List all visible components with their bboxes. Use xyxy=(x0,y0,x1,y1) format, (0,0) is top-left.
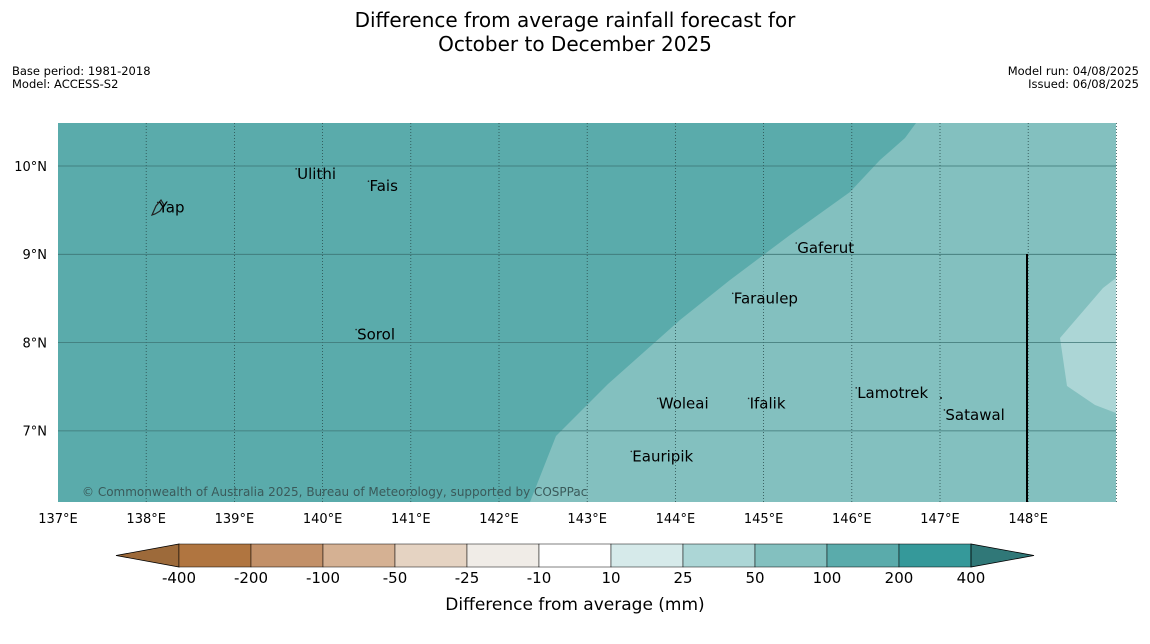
anomaly-region-25-50 xyxy=(1060,278,1116,413)
model-text: Model: ACCESS-S2 xyxy=(12,77,119,91)
place-dot xyxy=(355,328,357,331)
map-area: Ulithi Fais Yap Gaferut Faraulep Sorol Lamotre… xyxy=(58,123,1117,502)
place-label: Yap xyxy=(158,198,185,216)
colorbar xyxy=(115,543,1035,568)
place-dot xyxy=(295,168,297,170)
lon-tick-label: 143°E xyxy=(567,512,607,527)
title-line-1: Difference from average rainfall forecas… xyxy=(354,8,796,32)
place-label: Faraulep xyxy=(734,289,798,307)
colorbar-tick-label: -400 xyxy=(162,569,196,587)
colorbar-tick-label: 400 xyxy=(957,569,986,587)
copyright-text: © Commonwealth of Australia 2025, Bureau… xyxy=(82,485,587,499)
colorbar-segment xyxy=(538,543,612,568)
place-label: Fais xyxy=(369,177,398,195)
colorbar-segment xyxy=(250,543,324,568)
colorbar-segment xyxy=(610,543,684,568)
colorbar-segment xyxy=(754,543,828,568)
colorbar-tick-label: 100 xyxy=(813,569,842,587)
map-title: Difference from average rainfall forecas… xyxy=(0,8,1150,56)
colorbar-segment xyxy=(178,543,252,568)
place-dot xyxy=(367,180,370,182)
lon-tick-label: 145°E xyxy=(744,512,784,527)
lon-tick-label: 137°E xyxy=(38,512,78,527)
place-dot xyxy=(630,450,633,453)
longitude-axis: 137°E 138°E 139°E 140°E 141°E 142°E 143°… xyxy=(38,512,1048,527)
lon-tick-label: 141°E xyxy=(391,512,431,527)
place-marker: Gaferut xyxy=(795,239,854,257)
lat-tick-label: 10°N xyxy=(14,160,47,175)
lat-tick-label: 9°N xyxy=(23,248,48,263)
lon-tick-label: 147°E xyxy=(920,512,960,527)
colorbar-extend-high xyxy=(970,543,1035,568)
colorbar-tick-label: 200 xyxy=(885,569,914,587)
lat-tick-label: 8°N xyxy=(23,337,48,352)
lon-tick-label: 148°E xyxy=(1008,512,1048,527)
meta-left: Base period: 1981-2018 Model: ACCESS-S2 xyxy=(12,65,151,91)
lon-tick-label: 140°E xyxy=(303,512,343,527)
colorbar-labels: -400 -200 -100 -50 -25 -10 10 25 50 100 … xyxy=(162,569,985,587)
place-label: Lamotrek xyxy=(857,384,928,402)
place-marker: Sorol xyxy=(355,326,395,344)
colorbar-tick-label: -10 xyxy=(527,569,552,587)
place-marker: Ifalik xyxy=(747,394,786,412)
islet-dot xyxy=(940,397,942,399)
place-labels: Ulithi Fais Yap Gaferut Faraulep Sorol Lamotre… xyxy=(156,165,1005,465)
colorbar-extend-low xyxy=(115,543,180,568)
yap-island-outline xyxy=(150,198,165,216)
place-marker: Eauripik xyxy=(630,447,693,465)
place-label: Satawal xyxy=(945,406,1004,424)
longitude-gridlines xyxy=(145,123,1117,502)
latitude-gridlines xyxy=(58,165,1116,432)
colorbar-segment xyxy=(826,543,900,568)
lat-tick-label: 7°N xyxy=(23,425,48,440)
model-run-text: Model run: 04/08/2025 xyxy=(1007,64,1139,78)
colorbar-segment xyxy=(898,543,972,568)
colorbar-tick-label: 10 xyxy=(601,569,620,587)
place-dot xyxy=(795,242,798,244)
place-label: Ulithi xyxy=(297,165,336,183)
latitude-axis: 10°N 9°N 8°N 7°N xyxy=(14,160,47,440)
anomaly-region-50-100 xyxy=(530,123,1116,502)
place-marker: Woleai xyxy=(656,394,709,412)
colorbar-segment xyxy=(682,543,756,568)
colorbar-tick-label: -50 xyxy=(383,569,408,587)
colorbar-segment xyxy=(466,543,540,568)
title-line-2: October to December 2025 xyxy=(438,32,712,56)
lon-tick-label: 142°E xyxy=(479,512,519,527)
place-marker: Ulithi xyxy=(295,165,336,183)
lon-tick-label: 139°E xyxy=(215,512,255,527)
colorbar-segment xyxy=(322,543,396,568)
meta-right: Model run: 04/08/2025 Issued: 06/08/2025 xyxy=(1008,65,1139,91)
place-label: Gaferut xyxy=(797,239,854,257)
colorbar-title: Difference from average (mm) xyxy=(445,595,704,615)
colorbar-tick-label: -200 xyxy=(234,569,268,587)
place-marker: Faraulep xyxy=(731,289,798,307)
place-dot xyxy=(747,397,750,400)
colorbar-tick-label: -25 xyxy=(455,569,480,587)
place-dot xyxy=(731,292,734,295)
place-label: Ifalik xyxy=(750,394,786,412)
base-period-text: Base period: 1981-2018 xyxy=(12,64,151,78)
issued-text: Issued: 06/08/2025 xyxy=(1028,77,1139,91)
place-label: Sorol xyxy=(357,326,395,344)
colorbar-tick-label: 50 xyxy=(745,569,764,587)
lon-tick-label: 138°E xyxy=(126,512,166,527)
place-marker: Yap xyxy=(156,198,185,216)
place-dot xyxy=(656,397,659,400)
colorbar-tick-label: -100 xyxy=(306,569,340,587)
place-label: Woleai xyxy=(659,394,709,412)
place-dot xyxy=(855,387,858,389)
lon-tick-label: 146°E xyxy=(832,512,872,527)
lon-tick-label: 144°E xyxy=(656,512,696,527)
colorbar-segment xyxy=(394,543,468,568)
colorbar-tick-label: 25 xyxy=(673,569,692,587)
place-marker: Satawal xyxy=(943,406,1005,424)
place-marker: Fais xyxy=(367,177,398,195)
place-label: Eauripik xyxy=(632,447,693,465)
place-marker: Lamotrek xyxy=(855,384,928,402)
place-dot xyxy=(943,409,946,411)
place-dot xyxy=(156,201,159,204)
